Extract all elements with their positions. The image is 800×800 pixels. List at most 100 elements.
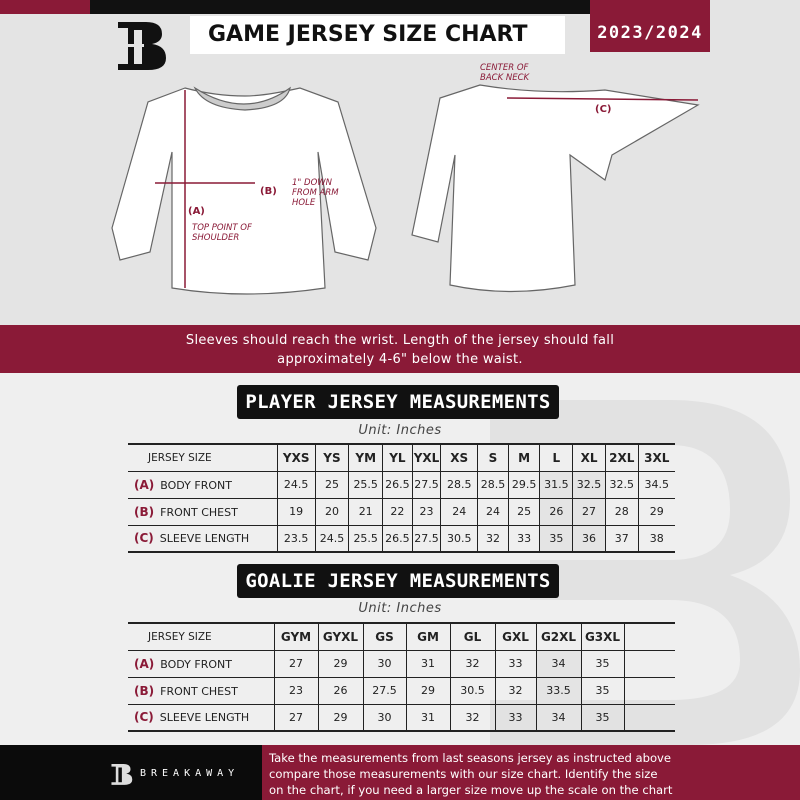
measurement-name: SLEEVE LENGTH [159, 532, 250, 546]
goalie-section-title: GOALIE JERSEY MEASUREMENTS [237, 564, 559, 598]
page-title: GAME JERSEY SIZE CHART [190, 16, 565, 54]
measurement-name: FRONT CHEST [160, 684, 238, 698]
label-a: (A) [188, 206, 205, 217]
footer-line: on the chart, if you need a larger size … [269, 783, 673, 797]
measurement-value: 23 [273, 676, 319, 705]
measurement-value: 25 [314, 470, 350, 499]
measurement-value: 33.5 [535, 676, 582, 705]
measurement-value: 37 [604, 524, 639, 553]
measurement-letter: (C) [134, 531, 154, 546]
table-row: (C) SLEEVE LENGTH 23.5 24.5 25.5 26.5 27.5 30.5… [128, 524, 675, 553]
measurement-value: 27 [572, 497, 606, 526]
size-header: YXL [411, 443, 442, 472]
measurement-value: 24 [477, 497, 509, 526]
size-header: GXL [494, 622, 537, 651]
player-section-title: PLAYER JERSEY MEASUREMENTS [237, 385, 559, 419]
measurement-value: 30.5 [440, 524, 479, 553]
measurement-value: 33 [494, 649, 537, 678]
measurement-value: 24.5 [314, 524, 350, 553]
one-inch-down-note: 1" DOWN FROM ARM HOLE [292, 178, 339, 208]
measurement-value: 30 [362, 649, 407, 678]
measurement-label: (C) SLEEVE LENGTH [128, 703, 275, 732]
measurement-value [623, 703, 675, 732]
measurement-label: (A) BODY FRONT [128, 470, 278, 499]
measurement-value: 23.5 [276, 524, 316, 553]
measurement-label: (A) BODY FRONT [128, 649, 275, 678]
front-jersey-outline [111, 87, 377, 295]
measurement-value: 19 [276, 497, 316, 526]
measurement-value: 32 [449, 703, 496, 732]
size-header: XS [440, 443, 479, 472]
size-header-label: JERSEY SIZE [128, 443, 278, 472]
measurement-letter: (B) [134, 683, 155, 698]
measurement-value: 34 [535, 649, 582, 678]
measurement-value: 27.5 [362, 676, 407, 705]
measurement-value: 38 [637, 524, 675, 553]
footer-logo-icon [111, 764, 133, 785]
player-unit: Unit: Inches [358, 423, 442, 438]
table-row: (A) BODY FRONT 24.5 25 25.5 26.5 27.5 28.5 28.5 2… [128, 470, 675, 499]
measurement-value: 27.5 [411, 470, 442, 499]
top-strip [590, 0, 710, 14]
measurement-name: BODY FRONT [160, 657, 232, 671]
goalie-size-table: JERSEY SIZE GYM GYXL GS GM GL GXL G2XL G3XL (A) BO… [128, 622, 675, 732]
banner-line: approximately 4-6" below the waist. [277, 352, 523, 367]
footer-instructions: Take the measurements from last seasons … [262, 745, 800, 800]
measurement-letter: (A) [134, 477, 155, 492]
size-header: GYM [273, 622, 319, 651]
measurement-value: 34 [535, 703, 582, 732]
measurement-value: 34.5 [637, 470, 675, 499]
measurement-letter: (B) [134, 504, 155, 519]
size-header: GM [405, 622, 451, 651]
measurement-value: 22 [382, 497, 413, 526]
measurement-value: 32 [494, 676, 537, 705]
measurement-value: 31 [405, 703, 451, 732]
size-header: M [507, 443, 541, 472]
header-row: JERSEY SIZE GYM GYXL GS GM GL GXL G2XL G3XL [128, 622, 675, 651]
top-strip [90, 0, 590, 14]
measurement-value: 25.5 [348, 524, 384, 553]
jersey-diagram [111, 84, 700, 295]
measurement-value: 35 [580, 676, 625, 705]
measurement-value: 32.5 [604, 470, 639, 499]
brand-name: BREAKAWAY [140, 768, 240, 779]
size-header: G3XL [580, 622, 625, 651]
label-c: (C) [595, 104, 612, 115]
measurement-value: 29.5 [507, 470, 541, 499]
measurement-name: SLEEVE LENGTH [159, 711, 250, 725]
size-header: 3XL [637, 443, 675, 472]
measurement-value: 35 [580, 703, 625, 732]
measurement-value: 31 [405, 649, 451, 678]
season-badge: 2023/2024 [590, 14, 710, 52]
measurement-value: 29 [317, 649, 364, 678]
measurement-value: 29 [317, 703, 364, 732]
size-header-label: JERSEY SIZE [128, 622, 275, 651]
goalie-unit: Unit: Inches [358, 601, 442, 616]
measurement-value: 28.5 [440, 470, 479, 499]
measurement-value: 33 [507, 524, 541, 553]
measurement-value: 30.5 [449, 676, 496, 705]
size-header: GL [449, 622, 496, 651]
size-header: GS [362, 622, 407, 651]
size-header: 2XL [604, 443, 639, 472]
table-row: (B) FRONT CHEST 19 20 21 22 23 24 24 25 26 27 28 29 [128, 497, 675, 526]
measurement-value: 28 [604, 497, 639, 526]
measurement-value: 24 [440, 497, 479, 526]
size-header: L [539, 443, 574, 472]
measurement-value: 36 [572, 524, 606, 553]
measurement-label: (C) SLEEVE LENGTH [128, 524, 278, 553]
measurement-value: 26 [317, 676, 364, 705]
measurement-value: 21 [348, 497, 384, 526]
measurement-label: (B) FRONT CHEST [128, 676, 275, 705]
size-header: YS [314, 443, 350, 472]
measurement-value: 35 [539, 524, 574, 553]
measurement-value: 25.5 [348, 470, 384, 499]
measurement-value: 26.5 [382, 524, 413, 553]
label-b: (B) [260, 186, 277, 197]
measurement-value: 32 [477, 524, 509, 553]
header-row: JERSEY SIZE YXS YS YM YL YXL XS S M L XL 2XL 3XL [128, 443, 675, 472]
measurement-value: 26.5 [382, 470, 413, 499]
top-strip [0, 0, 90, 14]
measurement-value: 26 [539, 497, 574, 526]
size-header: YL [382, 443, 413, 472]
